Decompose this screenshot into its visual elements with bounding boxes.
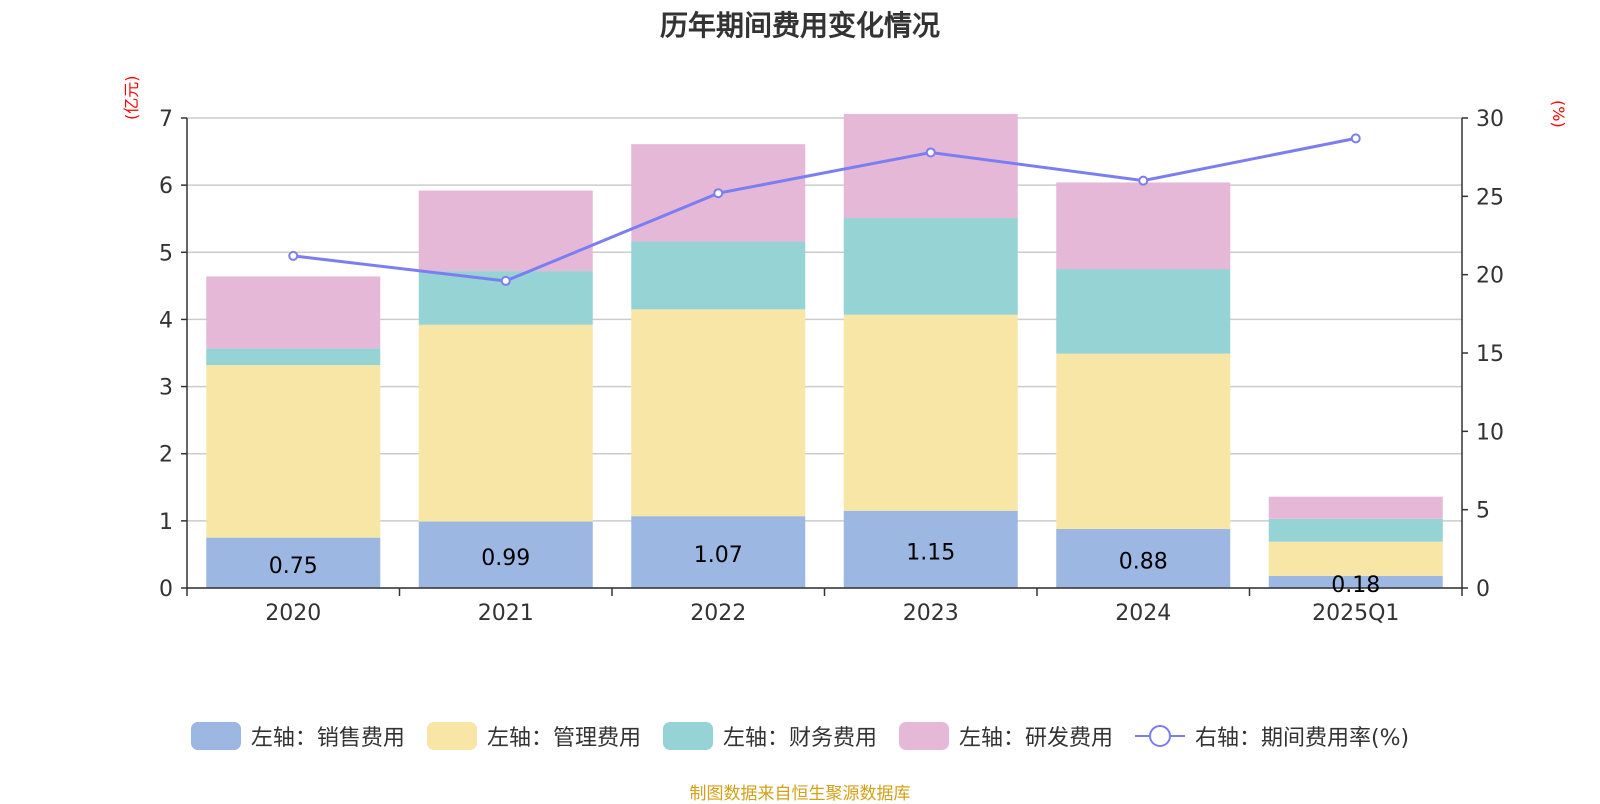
bar-rnd-2025Q1 xyxy=(1268,496,1443,519)
sales-data-label: 0.75 xyxy=(269,554,318,579)
right-axis-tick-label: 5 xyxy=(1476,499,1490,524)
right-axis-tick-label: 10 xyxy=(1476,420,1504,445)
legend-swatch-rnd xyxy=(898,722,949,750)
bar-finance-2024 xyxy=(1056,269,1231,354)
legend-label-sales: 左轴：销售费用 xyxy=(250,726,405,751)
x-axis-tick-label: 2022 xyxy=(690,601,746,626)
left-axis-unit: (亿元) xyxy=(122,75,141,121)
right-axis-unit: (%) xyxy=(1549,100,1568,128)
expense-rate-point xyxy=(925,147,936,158)
left-axis-tick-label: 7 xyxy=(159,107,173,132)
bar-finance-2023 xyxy=(843,218,1018,315)
left-axis-tick-label: 1 xyxy=(159,510,173,535)
right-axis-tick-label: 0 xyxy=(1476,577,1490,602)
bar-finance-2022 xyxy=(631,241,806,310)
sales-data-label: 0.18 xyxy=(1331,573,1380,598)
chart-title: 历年期间费用变化情况 xyxy=(659,9,940,42)
bar-rnd-2024 xyxy=(1056,182,1231,270)
left-axis-tick-label: 4 xyxy=(159,308,173,333)
legend-swatch-admin xyxy=(426,722,477,750)
legend-item-finance[interactable]: 左轴：财务费用 xyxy=(662,720,877,752)
bar-sales-2022 xyxy=(631,516,806,588)
bar-admin-2023 xyxy=(843,314,1018,511)
expense-rate-point xyxy=(1138,175,1149,186)
right-axis-tick-label: 20 xyxy=(1476,264,1504,289)
bar-admin-2020 xyxy=(206,365,381,538)
bar-sales-2024 xyxy=(1056,528,1231,588)
x-axis-tick-label: 2023 xyxy=(903,601,959,626)
left-axis-tick-label: 3 xyxy=(159,376,173,401)
right-axis-tick-label: 30 xyxy=(1476,107,1504,132)
bar-rnd-2020 xyxy=(206,276,381,349)
bar-sales-2025Q1 xyxy=(1268,575,1443,588)
bar-finance-2020 xyxy=(206,348,381,366)
left-axis-tick-label: 2 xyxy=(159,443,173,468)
bar-finance-2025Q1 xyxy=(1268,518,1443,542)
expense-rate-line xyxy=(293,136,1357,283)
sales-data-label: 1.15 xyxy=(906,540,955,565)
legend-label-rate: 右轴：期间费用率(%) xyxy=(1194,726,1410,751)
left-axis-tick-label: 6 xyxy=(159,174,173,199)
legend-item-rate[interactable]: 右轴：期间费用率(%) xyxy=(1134,720,1410,752)
legend-line-marker-icon xyxy=(1134,725,1185,747)
bar-sales-2021 xyxy=(418,521,593,588)
left-axis-tick-label: 0 xyxy=(159,577,173,602)
right-axis-tick-label: 15 xyxy=(1476,342,1504,367)
bar-sales-2023 xyxy=(843,510,1018,588)
bar-rnd-2023 xyxy=(843,113,1018,219)
x-axis-tick-label: 2021 xyxy=(478,601,534,626)
bar-admin-2021 xyxy=(418,324,593,522)
x-axis-tick-label: 2024 xyxy=(1115,601,1171,626)
right-axis-tick-label: 25 xyxy=(1476,185,1504,210)
legend-swatch-finance xyxy=(662,722,713,750)
bar-admin-2025Q1 xyxy=(1268,541,1443,576)
expense-rate-point xyxy=(500,275,511,286)
legend-item-rnd[interactable]: 左轴：研发费用 xyxy=(898,720,1113,752)
bar-sales-2020 xyxy=(206,537,381,588)
legend-item-sales[interactable]: 左轴：销售费用 xyxy=(190,720,405,752)
legend-label-finance: 左轴：财务费用 xyxy=(722,726,877,751)
bar-admin-2024 xyxy=(1056,353,1231,529)
sales-data-label: 0.88 xyxy=(1119,549,1168,574)
x-axis-tick-label: 2020 xyxy=(265,601,321,626)
expense-rate-point xyxy=(713,188,724,199)
bar-rnd-2021 xyxy=(418,190,593,272)
legend-item-admin[interactable]: 左轴：管理费用 xyxy=(426,720,641,752)
x-axis-tick-label: 2025Q1 xyxy=(1312,601,1399,626)
legend: 左轴：销售费用 左轴：管理费用 左轴：财务费用 左轴：研发费用 右轴：期间费用率… xyxy=(0,720,1600,752)
data-source-note: 制图数据来自恒生聚源数据库 xyxy=(689,784,911,804)
bar-admin-2022 xyxy=(631,309,806,517)
expense-rate-point xyxy=(288,250,299,261)
sales-data-label: 0.99 xyxy=(481,546,530,571)
legend-label-admin: 左轴：管理费用 xyxy=(486,726,641,751)
legend-swatch-sales xyxy=(190,722,241,750)
legend-label-rnd: 左轴：研发费用 xyxy=(958,726,1113,751)
left-axis-tick-label: 5 xyxy=(159,241,173,266)
expense-rate-point xyxy=(1350,133,1361,144)
sales-data-label: 1.07 xyxy=(694,543,743,568)
